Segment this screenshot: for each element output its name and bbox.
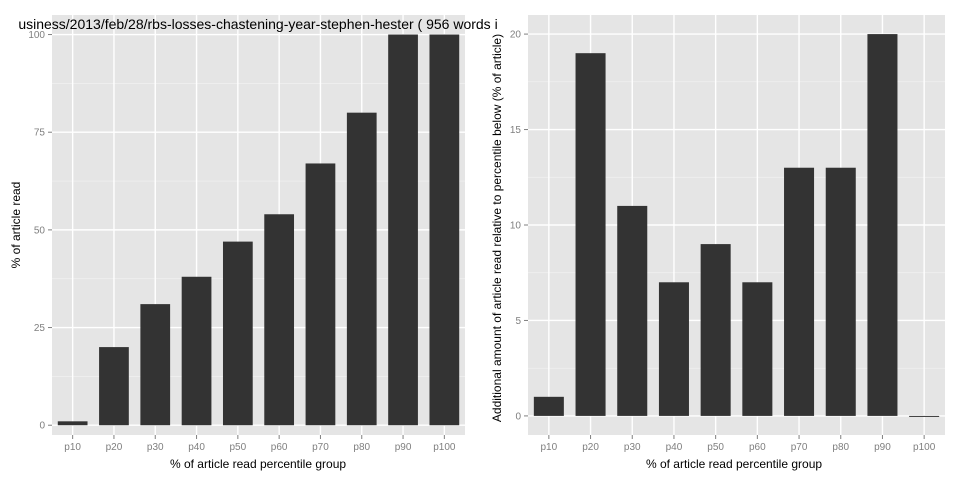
left-x-tick-label: p40 [188, 442, 205, 453]
left-bar-p30 [140, 304, 171, 426]
right-x-tick-label: p40 [666, 442, 683, 453]
left-bar-p20 [99, 347, 129, 426]
right-y-tick-label: 0 [515, 411, 521, 422]
right-y-axis-title: Additional amount of article read relati… [490, 34, 504, 422]
right-bar-chart: 0 5 10 15 20 p10 p20 p30 p40 p50 p60 p70 p80 p90 p100… [490, 15, 945, 471]
right-x-tick-label: p90 [874, 442, 891, 453]
right-x-tick-label: p50 [707, 442, 724, 453]
right-bar-p70 [784, 167, 815, 416]
right-bars [533, 34, 940, 417]
left-bar-p40 [181, 276, 212, 426]
right-x-tick-label: p100 [913, 442, 936, 453]
left-bar-p90 [388, 34, 418, 426]
left-y-tick-label: 100 [28, 30, 45, 41]
left-x-axis-title: % of article read percentile group [170, 457, 346, 471]
right-x-tick-label: p80 [832, 442, 849, 453]
left-bar-p10 [57, 421, 88, 426]
left-bar-p70 [305, 163, 336, 426]
left-x-tick-label: p50 [230, 442, 247, 453]
left-x-tick-label: p30 [147, 442, 164, 453]
left-x-tick-label: p20 [106, 442, 123, 453]
left-y-tick-label: 50 [34, 225, 46, 236]
left-bar-p60 [264, 214, 295, 426]
left-chart-title: usiness/2013/feb/28/rbs-losses-chastenin… [18, 16, 497, 32]
right-bar-p50 [700, 244, 731, 416]
right-bar-p10 [533, 396, 564, 416]
left-bars [57, 34, 460, 426]
left-x-tick-label: p90 [395, 442, 412, 453]
right-x-axis-title: % of article read percentile group [646, 457, 822, 471]
right-bar-p100 [909, 415, 940, 417]
right-y-tick-label: 5 [515, 316, 521, 327]
left-bar-p100 [429, 34, 460, 426]
left-bar-p50 [222, 241, 253, 426]
right-x-tick-label: p10 [541, 442, 558, 453]
left-x-tick-label: p10 [64, 442, 81, 453]
right-bar-p80 [825, 167, 856, 416]
left-y-tick-label: 75 [34, 128, 46, 139]
left-y-axis-title: % of article read [9, 182, 23, 269]
right-x-tick-label: p30 [624, 442, 641, 453]
left-y-tick-label: 25 [34, 323, 46, 334]
left-y-tick-label: 0 [39, 421, 45, 432]
right-y-tick-label: 10 [510, 221, 522, 232]
right-bar-p60 [742, 282, 773, 416]
right-bar-p30 [617, 205, 648, 416]
left-bar-p80 [346, 112, 377, 426]
right-x-axis: p10 p20 p30 p40 p50 p60 p70 p80 p90 p100 [541, 435, 936, 453]
right-bar-p90 [867, 34, 898, 416]
right-y-tick-label: 20 [510, 30, 522, 41]
left-x-axis: p10 p20 p30 p40 p50 p60 p70 p80 p90 p100 [64, 435, 456, 453]
right-bar-p40 [658, 282, 689, 416]
right-y-axis: 0 5 10 15 20 [510, 30, 528, 422]
left-x-tick-label: p80 [353, 442, 370, 453]
left-y-axis: 0 25 50 75 100 [28, 30, 52, 432]
right-x-tick-label: p70 [791, 442, 808, 453]
right-x-tick-label: p60 [749, 442, 766, 453]
right-bar-p20 [575, 53, 606, 416]
right-y-tick-label: 15 [510, 125, 522, 136]
left-x-tick-label: p60 [271, 442, 288, 453]
left-x-tick-label: p70 [312, 442, 329, 453]
left-x-tick-label: p100 [433, 442, 456, 453]
right-x-tick-label: p20 [582, 442, 599, 453]
